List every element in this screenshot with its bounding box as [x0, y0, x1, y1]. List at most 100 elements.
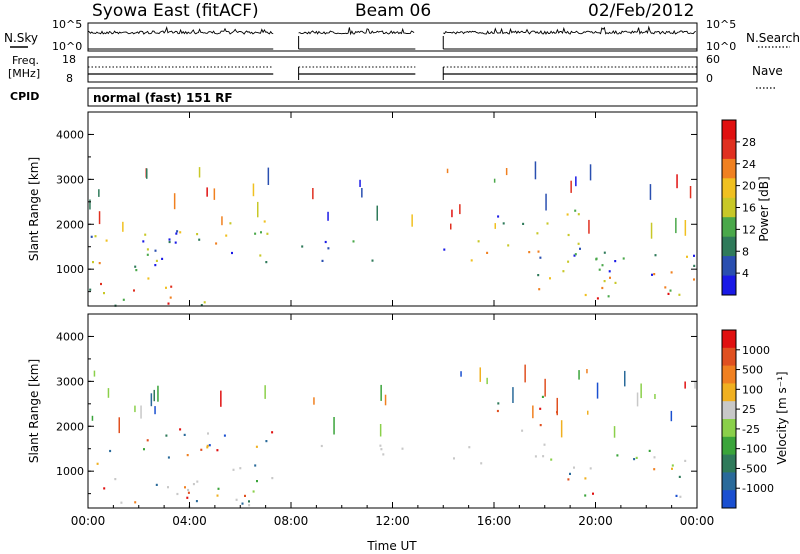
scatter-streak	[206, 187, 208, 197]
scatter-streak	[361, 188, 363, 198]
scatter-cell	[96, 462, 99, 465]
scatter-streak	[98, 211, 101, 225]
velocity-ylabel: Slant Range [km]	[27, 359, 41, 463]
scatter-cell	[577, 213, 580, 216]
scatter-cell	[235, 498, 238, 501]
scatter-cell	[567, 260, 570, 263]
scatter-cell	[573, 254, 576, 257]
scatter-cell	[179, 428, 182, 431]
colorbar-cell	[722, 275, 736, 296]
scatter-cell	[536, 232, 539, 235]
scatter-streak	[333, 417, 335, 435]
y-tick-label: 1000	[56, 465, 84, 478]
scatter-cell	[203, 301, 206, 304]
scatter-cell	[215, 242, 218, 245]
scatter-cell	[603, 251, 606, 254]
scatter-cell	[155, 483, 158, 486]
scatter-cell	[549, 277, 551, 280]
scatter-cell	[566, 213, 569, 216]
scatter-cell	[496, 409, 499, 413]
scatter-streak	[689, 186, 692, 199]
colorbar-cell	[722, 236, 736, 257]
scatter-cell	[584, 494, 587, 497]
y-tick-label: 4000	[56, 330, 84, 343]
scatter-cell	[327, 247, 330, 250]
scatter-cell	[507, 244, 510, 247]
scatter-cell	[654, 254, 657, 257]
scatter-cell	[192, 483, 195, 486]
x-tick-label: 08:00	[274, 514, 309, 528]
scatter-cell	[486, 251, 489, 254]
scatter-cell	[168, 240, 171, 244]
scatter-cell	[133, 289, 135, 292]
x-axis-ticks: 00:00 04:00 08:00 12:00 16:00 20:00 00:00	[71, 505, 714, 528]
scatter-cell	[134, 265, 137, 268]
scatter-cell	[103, 487, 106, 490]
scatter-cell	[154, 249, 157, 252]
scatter-cell	[187, 491, 190, 494]
scatter-cell	[244, 494, 246, 497]
scatter-cell	[567, 233, 570, 237]
freq-panel-frame	[87, 56, 698, 83]
scatter-cell	[669, 289, 672, 292]
scatter-cell	[579, 247, 581, 250]
scatter-cell	[537, 250, 540, 253]
scatter-cell	[256, 480, 258, 483]
scatter-cell	[679, 495, 682, 498]
date-title: 02/Feb/2012	[588, 1, 694, 21]
scatter-cell	[167, 456, 170, 459]
scatter-streak	[91, 415, 94, 421]
scatter-streak	[534, 161, 537, 180]
scatter-cell	[301, 245, 304, 248]
velocity-colorbar: 1000 500 100 25 -25 -100 -500 -1000	[721, 329, 774, 509]
power-scatter-layer	[89, 161, 696, 307]
x-axis-label: Time UT	[366, 539, 417, 553]
velocity-axes: 1000 2000 3000 4000	[56, 313, 698, 508]
scatter-streak	[257, 201, 259, 218]
scatter-cell	[480, 462, 483, 465]
scatter-cell	[200, 448, 203, 451]
scatter-cell	[443, 248, 446, 251]
colorbar-cell	[722, 139, 736, 160]
scatter-cell	[254, 464, 257, 467]
scatter-streak	[411, 214, 413, 227]
x-tick-label: 00:00	[71, 514, 106, 528]
scatter-streak	[479, 367, 481, 382]
scatter-cell	[252, 490, 255, 493]
x-tick-label: 20:00	[578, 514, 613, 528]
scatter-streak	[575, 176, 577, 187]
scatter-streak	[649, 184, 652, 200]
scatter-cell	[574, 209, 577, 212]
scatter-cell	[265, 440, 268, 443]
scatter-cell	[502, 222, 505, 225]
scatter-streak	[153, 389, 155, 402]
scatter-cell	[90, 235, 93, 238]
scatter-streak	[694, 381, 696, 389]
scatter-streak	[589, 164, 592, 181]
power-ylabel: Slant Range [km]	[27, 157, 41, 261]
scatter-cell	[155, 259, 158, 262]
colorbar-cell	[722, 401, 736, 420]
scatter-streak	[379, 424, 382, 437]
scatter-cell	[616, 454, 619, 457]
scatter-streak	[613, 426, 616, 438]
scatter-cell	[223, 434, 226, 437]
scatter-cell	[693, 254, 695, 257]
scatter-cell	[167, 302, 170, 305]
scatter-streak	[312, 188, 314, 200]
scatter-cell	[538, 288, 541, 291]
colorbar-tick-label: -100	[742, 443, 767, 456]
scatter-cell	[352, 240, 355, 243]
scatter-cell	[216, 449, 219, 452]
scatter-streak	[493, 178, 496, 183]
scatter-cell	[320, 444, 323, 448]
scatter-cell	[165, 434, 168, 437]
scatter-cell	[653, 273, 656, 276]
scatter-streak	[89, 199, 91, 210]
scatter-cell	[603, 280, 606, 283]
scatter-cell	[255, 445, 258, 448]
scatter-cell	[176, 492, 179, 496]
scatter-cell	[176, 230, 179, 233]
scatter-streak	[150, 393, 153, 407]
scatter-cell	[678, 475, 681, 478]
